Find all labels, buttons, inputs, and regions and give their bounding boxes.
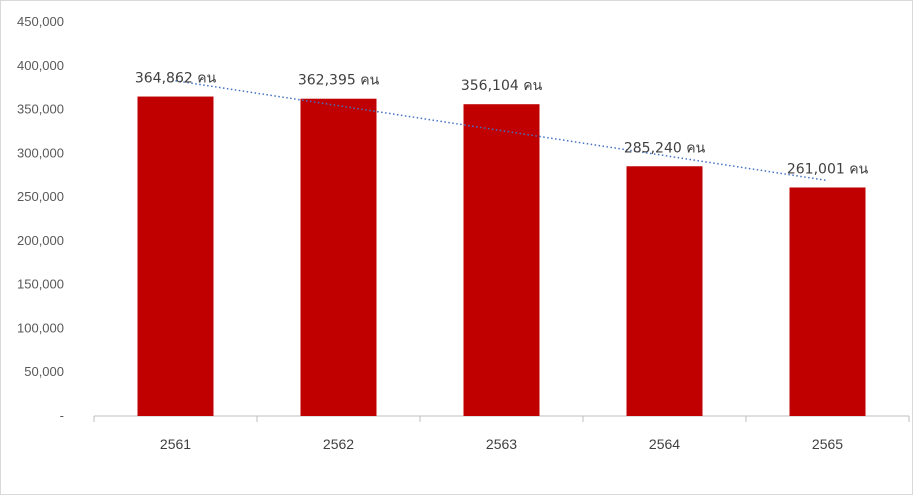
y-tick-label: 150,000: [17, 277, 64, 292]
data-labels: 364,862 คน 362,395 คน 356,104 คน 285,240 คน…: [135, 71, 869, 178]
x-tick-label: 2563: [486, 436, 517, 452]
y-tick-label: -: [60, 408, 64, 423]
x-tick-label: 2565: [812, 436, 843, 452]
data-label: 362,395 คน: [298, 73, 380, 89]
bars: [137, 96, 866, 417]
bar-2561: [137, 96, 214, 417]
y-tick-label: 200,000: [17, 233, 64, 248]
bar-2564: [626, 166, 703, 416]
bar-2565: [789, 187, 866, 416]
data-label: 356,104 คน: [461, 78, 543, 94]
bar-2563: [463, 104, 540, 416]
y-tick-label: 350,000: [17, 102, 64, 117]
x-tick-label: 2562: [323, 436, 354, 452]
x-tick-label: 2561: [160, 436, 191, 452]
data-label: 285,240 คน: [624, 140, 706, 156]
y-axis: - 50,000 100,000 150,000 200,000 250,000 300,0…: [17, 14, 64, 423]
x-tick-label: 2564: [649, 436, 680, 452]
data-label: 364,862 คน: [135, 71, 217, 87]
y-tick-label: 450,000: [17, 14, 64, 29]
y-tick-label: 400,000: [17, 58, 64, 73]
y-tick-label: 50,000: [24, 364, 64, 379]
bar-2562: [300, 98, 377, 417]
y-tick-label: 300,000: [17, 145, 64, 160]
x-axis: 2561 2562 2563 2564 2565: [93, 415, 910, 452]
data-label: 261,001 คน: [787, 161, 869, 177]
y-tick-label: 250,000: [17, 189, 64, 204]
y-tick-label: 100,000: [17, 320, 64, 335]
